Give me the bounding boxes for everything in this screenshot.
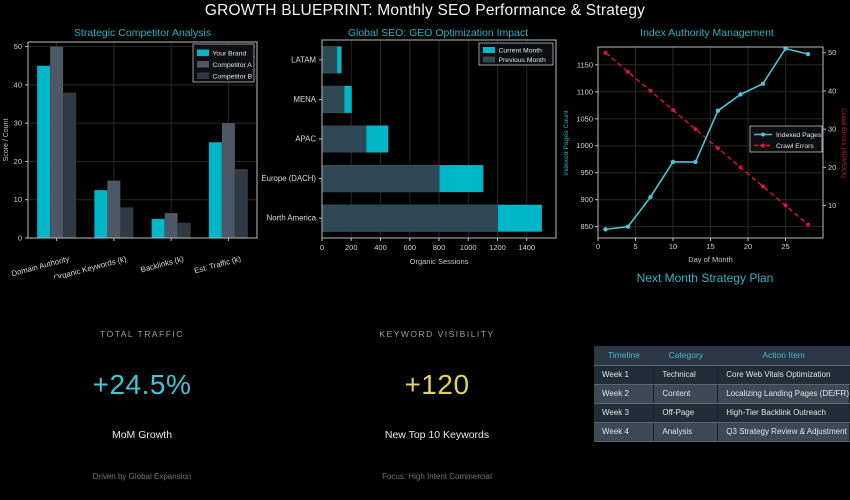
table-header-cell: Action Item: [717, 346, 850, 366]
table-cell: Off-Page: [653, 403, 719, 423]
table-cell: Content: [653, 384, 719, 404]
svg-text:15: 15: [706, 242, 714, 251]
svg-text:30: 30: [828, 125, 836, 134]
svg-text:Score / Count: Score / Count: [3, 119, 10, 162]
table-cell: Analysis: [653, 422, 719, 442]
svg-text:1400: 1400: [518, 243, 535, 252]
table-cell: High-Tier Backlink Outreach: [717, 403, 850, 423]
svg-text:10: 10: [14, 195, 22, 204]
table-cell: Core Web Vitals Optimization: [717, 365, 850, 385]
svg-text:25: 25: [781, 242, 789, 251]
svg-text:200: 200: [345, 243, 358, 252]
geo-impact-plot: 0 200 400 600 800 1000 1200 1400 LATAM MENA APAC Eu…: [261, 39, 557, 266]
table-cell: Localizing Landing Pages (DE/FR): [717, 384, 850, 404]
table-header-row: Timeline Category Action Item: [594, 346, 850, 366]
svg-text:North America: North America: [267, 214, 317, 223]
strategy-plan-heading: Next Month Strategy Plan: [636, 271, 774, 285]
svg-text:Your Brand: Your Brand: [213, 51, 247, 58]
action-plan-table: Timeline Category Action Item Week 1 Techni…: [594, 346, 850, 442]
svg-text:Est. Traffic (k): Est. Traffic (k): [193, 254, 242, 275]
svg-text:5: 5: [633, 242, 637, 251]
svg-text:APAC: APAC: [295, 135, 316, 144]
svg-text:40: 40: [14, 80, 22, 89]
svg-text:50: 50: [828, 48, 836, 57]
svg-text:Crawl Errors: Crawl Errors: [776, 143, 814, 150]
svg-text:30: 30: [14, 119, 22, 128]
svg-text:10: 10: [669, 242, 677, 251]
table-cell: Technical: [653, 365, 719, 385]
svg-text:600: 600: [403, 243, 416, 252]
kpi-keyword-visibility: KEYWORD VISIBILITY +120 New Top 10 Keywo…: [352, 329, 522, 481]
svg-text:1100: 1100: [577, 87, 593, 96]
svg-text:10: 10: [828, 201, 836, 210]
kpi-total-traffic-value: +24.5%: [92, 369, 192, 400]
table-cell: Week 2: [594, 384, 655, 404]
chart-title-competitor: Strategic Competitor Analysis: [73, 27, 212, 39]
table-header-cell: Category: [653, 346, 718, 366]
svg-text:LATAM: LATAM: [291, 55, 316, 64]
kpi-total-traffic-subtitle: MoM Growth: [111, 429, 173, 441]
table-cell: Week 4: [594, 422, 655, 442]
svg-text:Competitor B: Competitor B: [213, 74, 253, 81]
svg-text:850: 850: [580, 222, 593, 231]
svg-text:0: 0: [320, 243, 324, 252]
svg-text:1000: 1000: [460, 243, 477, 252]
svg-text:1150: 1150: [577, 60, 593, 69]
svg-text:0: 0: [18, 234, 22, 243]
table-header-cell: Timeline: [594, 346, 654, 366]
kpi-total-traffic-note: Driven by Global Expansion: [92, 472, 192, 481]
svg-text:Current Month: Current Month: [499, 48, 543, 55]
svg-text:0: 0: [596, 242, 600, 251]
table-row: Week 1 Technical Core Web Vitals Optimizat…: [594, 365, 850, 385]
kpi-keyword-visibility-label: KEYWORD VISIBILITY: [379, 329, 495, 339]
svg-text:400: 400: [374, 243, 387, 252]
strategy-plan-table: Timeline Category Action Item Week 1 Techni…: [594, 346, 850, 442]
chart-title-geo: Global SEO: GEO Optimization Impact: [347, 27, 529, 39]
svg-text:50: 50: [14, 42, 22, 51]
svg-text:Crawl Errors (404/5XX): Crawl Errors (404/5XX): [840, 108, 847, 178]
kpi-keyword-visibility-note: Focus: High Intent Commercial: [382, 472, 492, 481]
svg-text:Day of Month: Day of Month: [688, 255, 733, 264]
table-row: Week 2 Content Localizing Landing Pages (D…: [594, 384, 850, 404]
svg-text:20: 20: [14, 157, 22, 166]
kpi-total-traffic-label: TOTAL TRAFFIC: [100, 329, 184, 339]
svg-text:Indexed Pages Count: Indexed Pages Count: [563, 110, 570, 175]
svg-text:40: 40: [828, 86, 836, 95]
geo-impact-chart: 0 200 400 600 800 1000 1200 1400 LATAM MENA APAC Eu…: [255, 38, 570, 283]
svg-text:1050: 1050: [576, 114, 593, 123]
table-cell: Q3 Strategy Review & Adjustment: [717, 422, 850, 442]
svg-text:Indexed Pages: Indexed Pages: [776, 132, 822, 139]
svg-text:MENA: MENA: [293, 95, 316, 104]
svg-text:800: 800: [433, 243, 446, 252]
table-cell: Week 3: [594, 403, 655, 423]
table-row: Week 4 Analysis Q3 Strategy Review & Adjus…: [594, 422, 850, 442]
table-row: Week 3 Off-Page High-Tier Backlink Outreac…: [594, 403, 850, 423]
competitor-analysis-chart: 0 10 20 30 40 50 Domain Authority Organic Keywo…: [0, 38, 312, 283]
svg-text:900: 900: [580, 195, 593, 204]
svg-text:1000: 1000: [576, 141, 593, 150]
svg-text:1200: 1200: [489, 243, 506, 252]
svg-text:Competitor A: Competitor A: [213, 62, 253, 69]
kpi-total-traffic: TOTAL TRAFFIC +24.5% MoM Growth Driven b…: [57, 329, 227, 481]
svg-text:950: 950: [580, 168, 593, 177]
svg-text:Previous Month: Previous Month: [499, 57, 546, 64]
table-cell: Week 1: [594, 365, 655, 385]
svg-text:20: 20: [828, 163, 836, 172]
kpi-keyword-visibility-subtitle: New Top 10 Keywords: [384, 429, 490, 441]
chart-title-index: Index Authority Management: [640, 27, 774, 39]
svg-text:Europe (DACH): Europe (DACH): [261, 174, 316, 183]
svg-text:20: 20: [744, 242, 752, 251]
page-title: GROWTH BLUEPRINT: Monthly SEO Performanc…: [204, 2, 646, 19]
svg-text:Organic Sessions: Organic Sessions: [410, 257, 469, 266]
svg-text:Backlinks (k): Backlinks (k): [140, 254, 185, 274]
index-authority-plot: 850 900 950 1000 1050 1100 1150 0 5 10 15 20 25 10 20 3…: [563, 46, 847, 264]
kpi-keyword-visibility-value: +120: [404, 369, 470, 400]
index-authority-chart: 850 900 950 1000 1050 1100 1150 0 5 10 15 20 25 10 20 3…: [560, 38, 850, 283]
